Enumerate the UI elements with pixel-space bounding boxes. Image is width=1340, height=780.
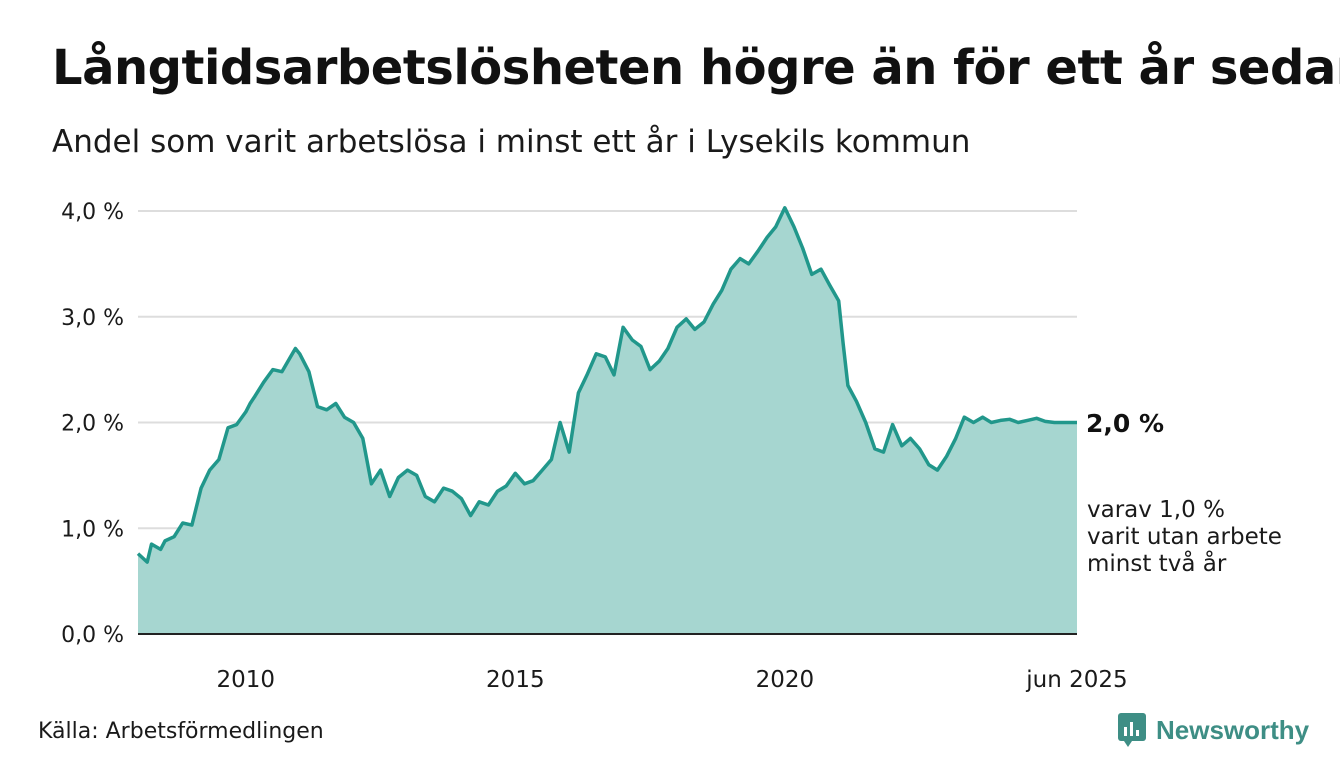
series-line xyxy=(136,206,1077,564)
y-tick-label: 4,0 % xyxy=(61,200,124,225)
brand-name: Newsworthy xyxy=(1156,714,1310,745)
chart-areas xyxy=(136,206,1077,635)
brand-logo: Newsworthy xyxy=(1118,713,1309,747)
chart-title: Långtidsarbetslösheten högre än för ett … xyxy=(52,40,1340,96)
x-axis-ticks: 2010 2015 2020 jun 2025 xyxy=(217,667,1128,693)
newsworthy-logo-icon xyxy=(1118,713,1146,747)
chart-subtitle: Andel som varit arbetslösa i minst ett å… xyxy=(52,124,971,160)
y-tick-label: 1,0 % xyxy=(61,517,124,542)
x-tick-label: 2010 xyxy=(217,667,276,693)
end-value-label: 2,0 % xyxy=(1086,409,1164,438)
x-tick-label: 2015 xyxy=(486,667,545,693)
note-line-1: varav 1,0 % xyxy=(1087,497,1225,523)
note-line-2: varit utan arbete xyxy=(1087,524,1282,550)
note-line-3: minst två år xyxy=(1087,549,1227,577)
x-tick-label: 2020 xyxy=(756,667,815,693)
y-tick-label: 2,0 % xyxy=(61,412,124,437)
y-tick-label: 0,0 % xyxy=(61,623,124,648)
series-area xyxy=(138,207,1077,635)
x-tick-label: jun 2025 xyxy=(1025,667,1127,693)
source-credit: Källa: Arbetsförmedlingen xyxy=(38,719,324,744)
y-tick-label: 3,0 % xyxy=(61,306,124,331)
y-axis-ticks: 0,0 % 1,0 % 2,0 % 3,0 % 4,0 % xyxy=(61,200,124,648)
